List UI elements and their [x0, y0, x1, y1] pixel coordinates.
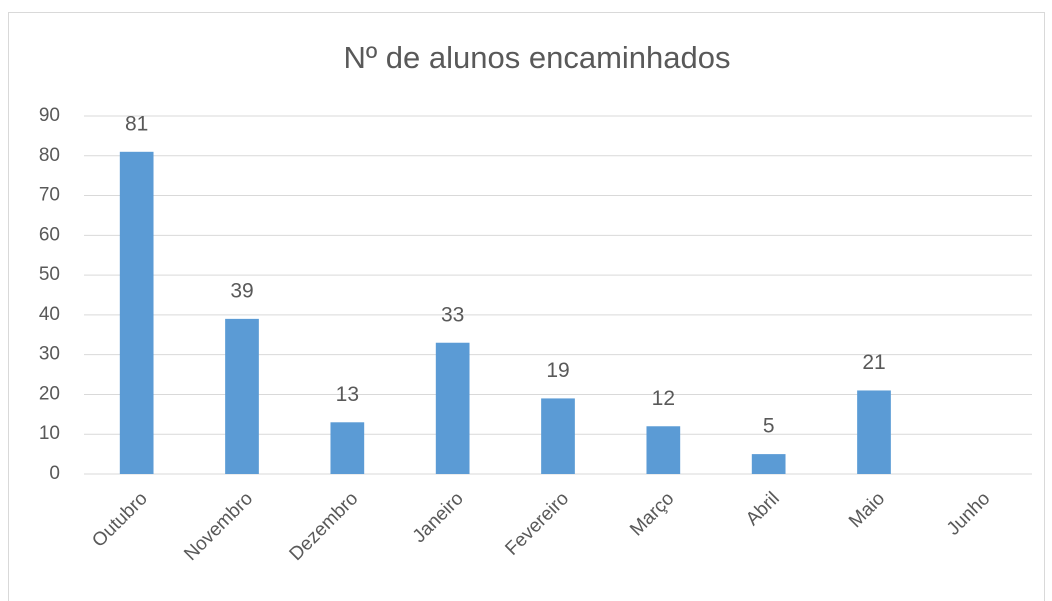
data-label: 5 — [763, 415, 775, 438]
y-tick-label: 0 — [49, 463, 60, 484]
chart-title: Nº de alunos encaminhados — [343, 40, 730, 75]
data-label: 13 — [336, 383, 359, 406]
y-tick-label: 50 — [39, 264, 60, 285]
data-label: 39 — [230, 279, 253, 302]
y-tick-label: 40 — [39, 304, 60, 325]
bar — [646, 426, 681, 474]
bar — [225, 318, 259, 474]
y-tick-label: 30 — [39, 344, 60, 365]
y-tick-label: 10 — [39, 423, 60, 444]
y-tick-label: 70 — [39, 185, 60, 206]
y-tick-label: 20 — [39, 383, 60, 404]
y-tick-label: 60 — [39, 224, 60, 245]
data-label: 21 — [862, 351, 885, 374]
data-label: 19 — [546, 359, 569, 382]
data-label: 33 — [441, 303, 464, 326]
y-tick-label: 80 — [39, 145, 60, 166]
bar — [857, 390, 891, 474]
data-label: 12 — [652, 387, 675, 410]
chart-frame — [8, 12, 1045, 601]
bar — [541, 398, 575, 474]
y-tick-label: 90 — [39, 105, 60, 126]
bar — [119, 151, 154, 475]
data-label: 81 — [125, 112, 148, 135]
bar — [330, 422, 365, 474]
bar — [435, 342, 470, 474]
bar — [751, 454, 786, 474]
